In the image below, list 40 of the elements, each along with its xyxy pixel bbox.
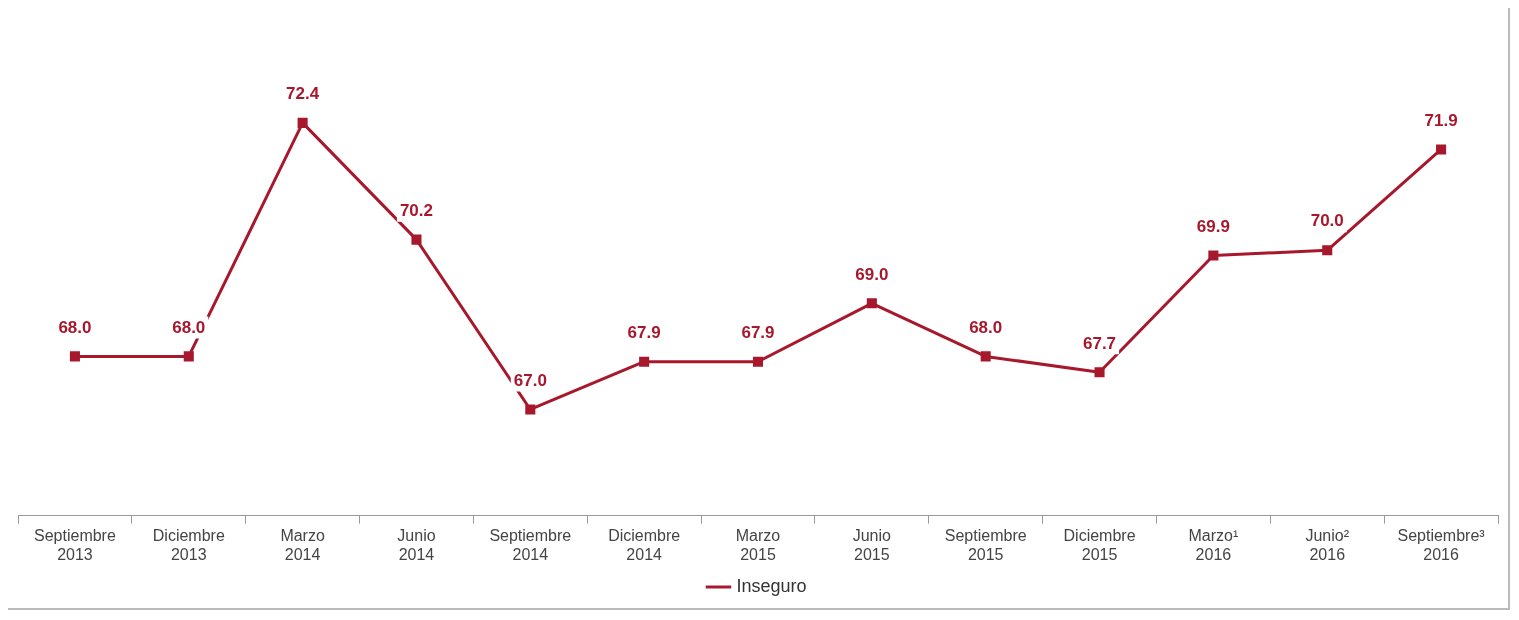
data-label: 67.9 <box>627 322 661 342</box>
data-label: 72.4 <box>286 84 320 104</box>
x-tick-label: Diciembre 2015 <box>1063 526 1136 563</box>
data-label: 71.9 <box>1424 110 1458 130</box>
data-label: 69.0 <box>855 264 889 284</box>
x-tick-label: Marzo 2015 <box>735 526 781 563</box>
data-label: 67.0 <box>513 370 547 390</box>
point <box>980 351 991 362</box>
point <box>297 117 308 128</box>
x-tick-label: Marzo 2014 <box>280 526 325 563</box>
data-label: 68.0 <box>172 317 206 337</box>
x-tick-label: Septiembre 2015 <box>944 526 1027 563</box>
point <box>639 356 650 367</box>
point <box>1094 367 1105 378</box>
point <box>183 351 194 362</box>
point <box>525 404 536 415</box>
x-tick-label: Junio 2015 <box>852 526 892 563</box>
x-tick-label: Marzo¹ 2016 <box>1188 526 1239 563</box>
x-tick-label: Diciembre 2014 <box>608 526 681 563</box>
data-label: 68.0 <box>58 317 92 337</box>
data-label: 70.0 <box>1310 211 1344 231</box>
x-tick-label: Diciembre 2013 <box>152 526 225 563</box>
x-tick-label: Septiembre 2013 <box>34 526 116 563</box>
point <box>1436 144 1447 155</box>
point <box>752 356 764 367</box>
point <box>866 298 877 309</box>
x-tick-label: Septiembre 2014 <box>489 526 572 563</box>
data-label: 70.2 <box>399 200 434 220</box>
data-label: 68.0 <box>969 317 1003 337</box>
data-label: 69.9 <box>1196 216 1230 236</box>
point <box>411 234 422 245</box>
legend-label: Inseguro <box>736 575 807 596</box>
point <box>69 351 80 362</box>
data-label: 67.9 <box>741 322 775 342</box>
point <box>1322 245 1333 256</box>
x-tick-label: Septiembre³ 2016 <box>1397 526 1486 563</box>
x-tick-label: Junio² 2016 <box>1305 526 1350 563</box>
point <box>1208 250 1219 261</box>
x-tick-label: Junio 2014 <box>397 526 436 563</box>
data-label: 67.7 <box>1082 333 1117 353</box>
